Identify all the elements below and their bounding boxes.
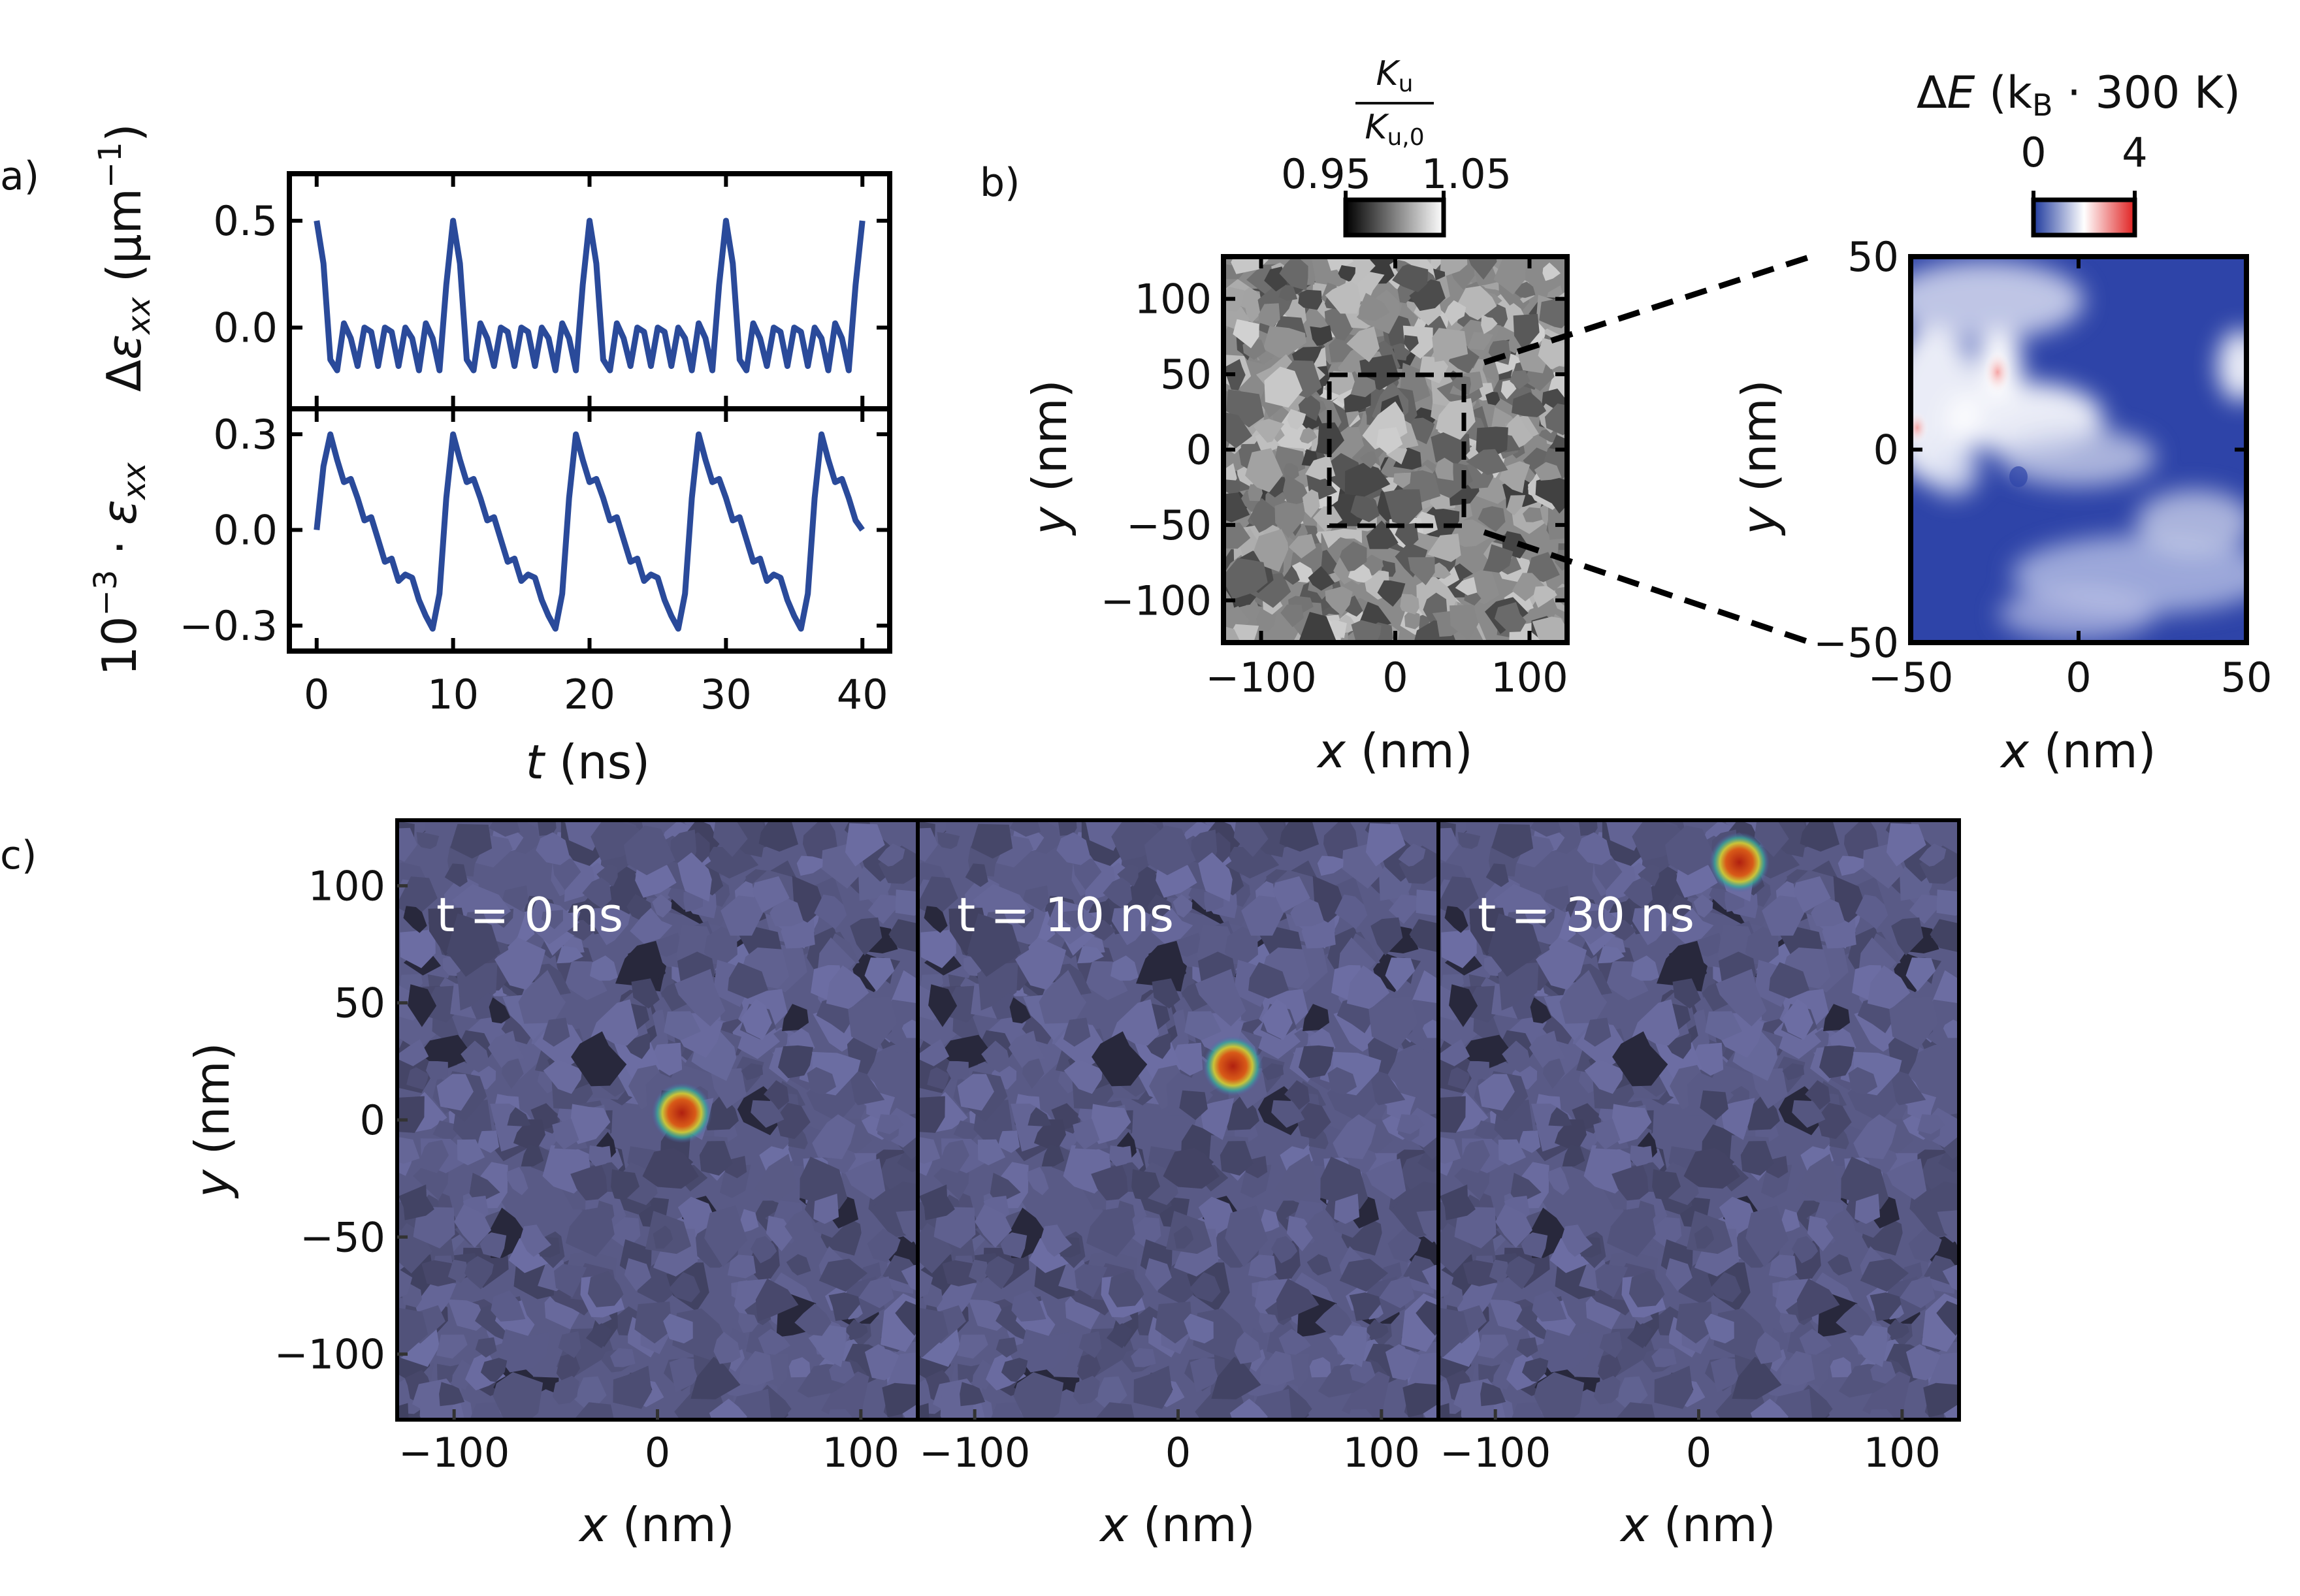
a-xtick-label: 10: [427, 671, 479, 718]
br-ylabel: y (nm): [1732, 379, 1787, 535]
a_bottom-line: [314, 431, 865, 632]
a-top-frame: [287, 171, 892, 411]
br-cbar-max-label: 4: [2122, 129, 2147, 176]
bl-xtick-label: 0: [1382, 654, 1408, 701]
c0-xlabel: x (nm): [578, 1497, 734, 1552]
a_top-ytick-label: 0.0: [213, 304, 278, 352]
c-ytick-label: 50: [334, 980, 385, 1027]
c-ytick-label: −50: [300, 1213, 385, 1261]
c-ylabel: y (nm): [185, 1042, 240, 1198]
a_bottom-ytick-label: −0.3: [179, 602, 278, 650]
bl-xtick-label: 100: [1491, 654, 1568, 701]
panel-a-strain-plots: 0.0 0.5 −0.3 0.0 0.3 0 10 20 30 40 Δεxx (μm−1) 1…: [88, 123, 892, 790]
bl-cbar-denominator: Ku,0: [1365, 108, 1424, 151]
c2-grain-texture: [1438, 820, 1959, 1420]
br-energy-texture: [1911, 261, 2246, 640]
bl-colorbar: [1343, 197, 1446, 238]
c0-grain-texture: [397, 820, 918, 1420]
c2-xtick-label: 100: [1864, 1429, 1941, 1476]
c1-xtick-label: 100: [1343, 1429, 1420, 1476]
c2-xlabel: x (nm): [1619, 1497, 1775, 1552]
c0-xtick-label: 0: [645, 1429, 670, 1476]
a_bottom-ytick-label: 0.3: [213, 411, 278, 458]
br-ytick-label: −50: [1813, 619, 1899, 667]
br-cbar-min-label: 0: [2020, 129, 2046, 176]
skyrmion-2: [1709, 832, 1770, 893]
c0-xtick-label: 100: [822, 1429, 899, 1476]
c-frame-1-label: t = 10 ns: [957, 887, 1174, 942]
panel-c-skyrmion-snapshots: t = 0 ns t = 10 ns t = 30 ns −100 0 100−10…: [185, 818, 1961, 1552]
bl-xtick-label: −100: [1205, 654, 1316, 701]
zoom-line-top: [1483, 253, 1812, 366]
bl-ytick-label: 0: [1186, 426, 1212, 474]
panel-b-energy-map: −50 0 50 −50 0 50 x (nm) y (nm) ΔE (kB · 300 …: [1732, 67, 2272, 778]
c-axes: −100 0 100 −100 −50 0 50 100 −100 0 100 −100 0 100: [274, 862, 1941, 1476]
panel-label-b: b): [980, 160, 1020, 206]
skyrmion-0: [651, 1083, 712, 1143]
bl-cbar-max-label: 1.05: [1421, 150, 1512, 198]
br-ytick-label: 50: [1847, 233, 1899, 281]
a-bottom-series: −0.3 0.0 0.3 0 10 20 30 40: [179, 411, 890, 718]
a-xtick-label: 20: [564, 671, 615, 718]
br-ytick-label: 0: [1873, 426, 1899, 474]
a-xtick-label: 30: [700, 671, 752, 718]
a_bottom-ytick-label: 0.0: [213, 507, 278, 554]
c1-xtick-label: −100: [919, 1429, 1030, 1476]
bl-ytick-label: −100: [1101, 577, 1212, 624]
c2-xtick-label: 0: [1686, 1429, 1711, 1476]
zoom-line-bottom: [1483, 529, 1812, 646]
bl-ytick-label: 50: [1160, 351, 1212, 398]
br-hot-spot: [1983, 350, 2012, 394]
bl-xlabel: x (nm): [1316, 724, 1472, 778]
br-colorbar: [2031, 197, 2137, 238]
bl-axes: −100 0 100 −100 −50 0 50 100: [1101, 257, 1568, 701]
skyrmion-1: [1203, 1036, 1263, 1096]
bl-cbar-numerator: Ku: [1376, 54, 1414, 97]
c-ytick-label: 100: [308, 862, 385, 910]
c-ytick-label: 0: [360, 1096, 385, 1144]
c0-xtick-label: −100: [398, 1429, 510, 1476]
a_top-ytick-label: 0.5: [213, 197, 278, 245]
c1-grain-texture: [918, 820, 1438, 1420]
br-axes: −50 0 50 −50 0 50: [1813, 233, 2272, 701]
panel-label-a: a): [0, 153, 39, 199]
bl-ylabel: y (nm): [1022, 379, 1077, 535]
a-top-ylabel: Δεxx (μm−1): [92, 123, 157, 392]
panel-label-c: c): [0, 833, 37, 878]
bl-inset-box: [1327, 372, 1466, 528]
bl-ytick-label: 100: [1135, 276, 1212, 323]
a-xtick-label: 0: [304, 671, 329, 718]
bl-ytick-label: −50: [1126, 502, 1212, 549]
br-xtick-label: −50: [1868, 654, 1954, 701]
br-cbar-title: ΔE (kB · 300 K): [1917, 67, 2241, 123]
br-xtick-label: 50: [2221, 654, 2273, 701]
c-frame-0-label: t = 0 ns: [436, 887, 623, 942]
a-top-series: 0.0 0.5: [213, 174, 890, 422]
a-bottom-frame: [287, 406, 892, 654]
c1-xtick-label: 0: [1165, 1429, 1191, 1476]
a-xtick-label: 40: [837, 671, 888, 718]
bl-cbar-min-label: 0.95: [1281, 150, 1371, 198]
c1-xlabel: x (nm): [1099, 1497, 1255, 1552]
bl-grain-texture: [1223, 257, 1567, 643]
br-xtick-label: 0: [2065, 654, 2091, 701]
panel-b-anisotropy-map: −100 0 100 −100 −50 0 50 100 x (nm) y (nm) Ku K…: [1022, 54, 1570, 778]
c-frame-2-label: t = 30 ns: [1478, 887, 1694, 942]
c2-xtick-label: −100: [1440, 1429, 1551, 1476]
br-xlabel: x (nm): [2000, 724, 2156, 778]
c-skyrmions: [651, 832, 1770, 1143]
a-bottom-ylabel: 10−3 · εxx: [88, 462, 153, 676]
c-ytick-label: −100: [274, 1331, 385, 1379]
a_top-line: [314, 217, 866, 374]
a-xlabel: t (ns): [526, 735, 650, 790]
